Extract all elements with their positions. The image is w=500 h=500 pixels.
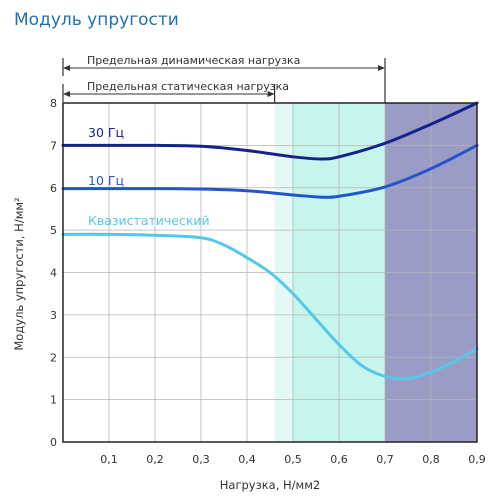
series-line-2 <box>61 232 479 381</box>
x-tick-label-3: 0,4 <box>238 453 256 466</box>
series-line-1 <box>61 143 479 199</box>
y-tick-label-2: 2 <box>50 351 57 364</box>
x-tick-label-8: 0,9 <box>468 453 486 466</box>
x-tick-label-1: 0,2 <box>146 453 164 466</box>
series-layer <box>61 101 479 381</box>
series-label-0: 30 Гц <box>88 125 124 140</box>
annotation-0-label: Предельная динамическая нагрузка <box>87 54 300 67</box>
x-axis-title: Нагрузка, Н/мм2 <box>220 478 320 492</box>
annotation-0-arrow-right <box>378 65 385 71</box>
x-tick-label-2: 0,3 <box>192 453 210 466</box>
axes-layer: 0,1 0,2 0,3 0,4 0,5 0,6 0,7 0,8 0,9 0 1 2 3 4 5 6 7 8 <box>50 97 486 466</box>
series-line-0 <box>61 101 479 161</box>
y-tick-label-7: 7 <box>50 139 57 152</box>
annotation-0-arrow-left <box>63 65 70 71</box>
y-tick-label-5: 5 <box>50 224 57 237</box>
annotation-1-label: Предельная статическая нагрузка <box>87 80 289 93</box>
annotations-layer: Предельная динамическая нагрузка Предельн… <box>62 54 386 103</box>
series-label-2: Квазистатический <box>88 213 210 228</box>
y-tick-label-8: 8 <box>50 97 57 110</box>
y-tick-label-3: 3 <box>50 309 57 322</box>
x-tick-label-0: 0,1 <box>100 453 118 466</box>
y-tick-label-0: 0 <box>50 436 57 449</box>
y-tick-label-6: 6 <box>50 182 57 195</box>
series-label-1: 10 Гц <box>88 173 124 188</box>
y-tick-label-1: 1 <box>50 394 57 407</box>
x-tick-label-5: 0,6 <box>330 453 348 466</box>
annotation-1-arrow-right <box>267 91 275 97</box>
chart-title: Модуль упругости <box>14 10 179 30</box>
x-tick-label-7: 0,8 <box>422 453 440 466</box>
plot-frame <box>62 102 478 443</box>
y-tick-label-4: 4 <box>50 267 57 280</box>
x-tick-label-4: 0,5 <box>284 453 302 466</box>
x-tick-label-6: 0,7 <box>376 453 394 466</box>
y-axis-title: Модуль упругости, Н/мм² <box>12 197 26 350</box>
annotation-1-arrow-left <box>63 91 70 97</box>
series-labels-layer: 30 Гц 10 Гц Квазистатический <box>88 125 210 228</box>
